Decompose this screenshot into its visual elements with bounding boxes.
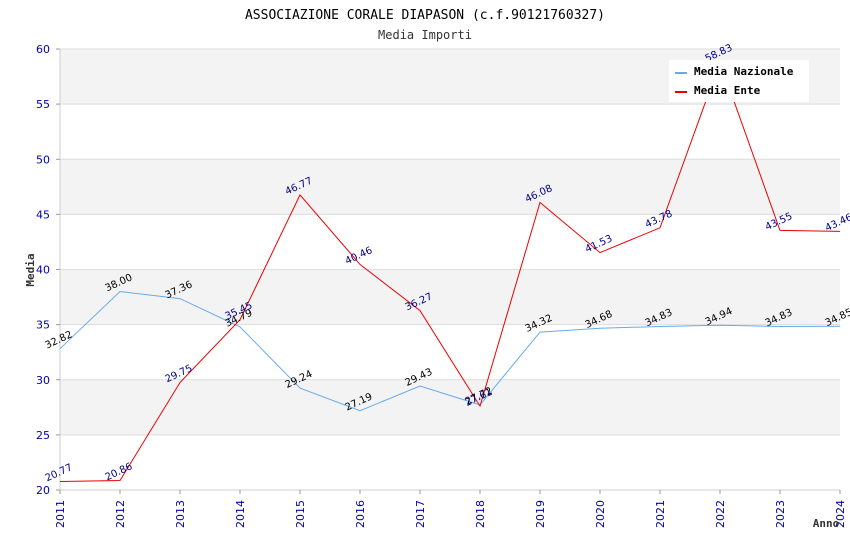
plot-band [60,434,840,490]
y-tick-label: 30 [36,374,50,387]
plot-background [60,49,840,490]
x-tick-label: 2019 [534,500,547,528]
legend-label-ente: Media Ente [694,84,761,97]
y-tick-label: 60 [36,43,50,56]
plot-band [60,214,840,270]
chart-title: ASSOCIAZIONE CORALE DIAPASON (c.f.901217… [245,8,605,23]
x-tick-label: 2015 [294,500,307,528]
y-tick-label: 25 [36,429,50,442]
x-axis-label: Anno [813,517,840,530]
plot-band [60,104,840,160]
y-axis-label: Media [24,253,37,286]
legend-label-nazionale: Media Nazionale [694,65,794,78]
plot-band [60,379,840,435]
x-tick-label: 2013 [174,500,187,528]
chart-subtitle: Media Importi [378,28,472,42]
legend: Media Nazionale Media Ente [669,60,809,102]
legend-box [669,60,809,102]
x-tick-label: 2023 [774,500,787,528]
x-tick-label: 2017 [414,500,427,528]
x-tick-label: 2024 [834,500,847,528]
y-tick-label: 55 [36,98,50,111]
y-tick-label: 40 [36,264,50,277]
x-tick-label: 2012 [114,500,127,528]
x-tick-label: 2022 [714,500,727,528]
plot-band [60,324,840,380]
x-tick-label: 2021 [654,500,667,528]
series-line-nazionale [59,290,841,412]
y-tick-label: 50 [36,153,50,166]
x-tick-label: 2011 [54,500,67,528]
y-axis-ticks: 20 25 30 35 40 45 50 55 60 [36,43,60,497]
x-axis-ticks: 2011 2012 2013 2014 2015 2016 2017 2018 2019 2020… [54,490,847,528]
plot-band [60,159,840,215]
x-tick-label: 2018 [474,500,487,528]
x-tick-label: 2014 [234,500,247,528]
y-tick-label: 45 [36,208,50,221]
y-tick-label: 20 [36,484,50,497]
x-tick-label: 2016 [354,500,367,528]
plot-band [60,269,840,325]
y-tick-label: 35 [36,319,50,332]
x-tick-label: 2020 [594,500,607,528]
